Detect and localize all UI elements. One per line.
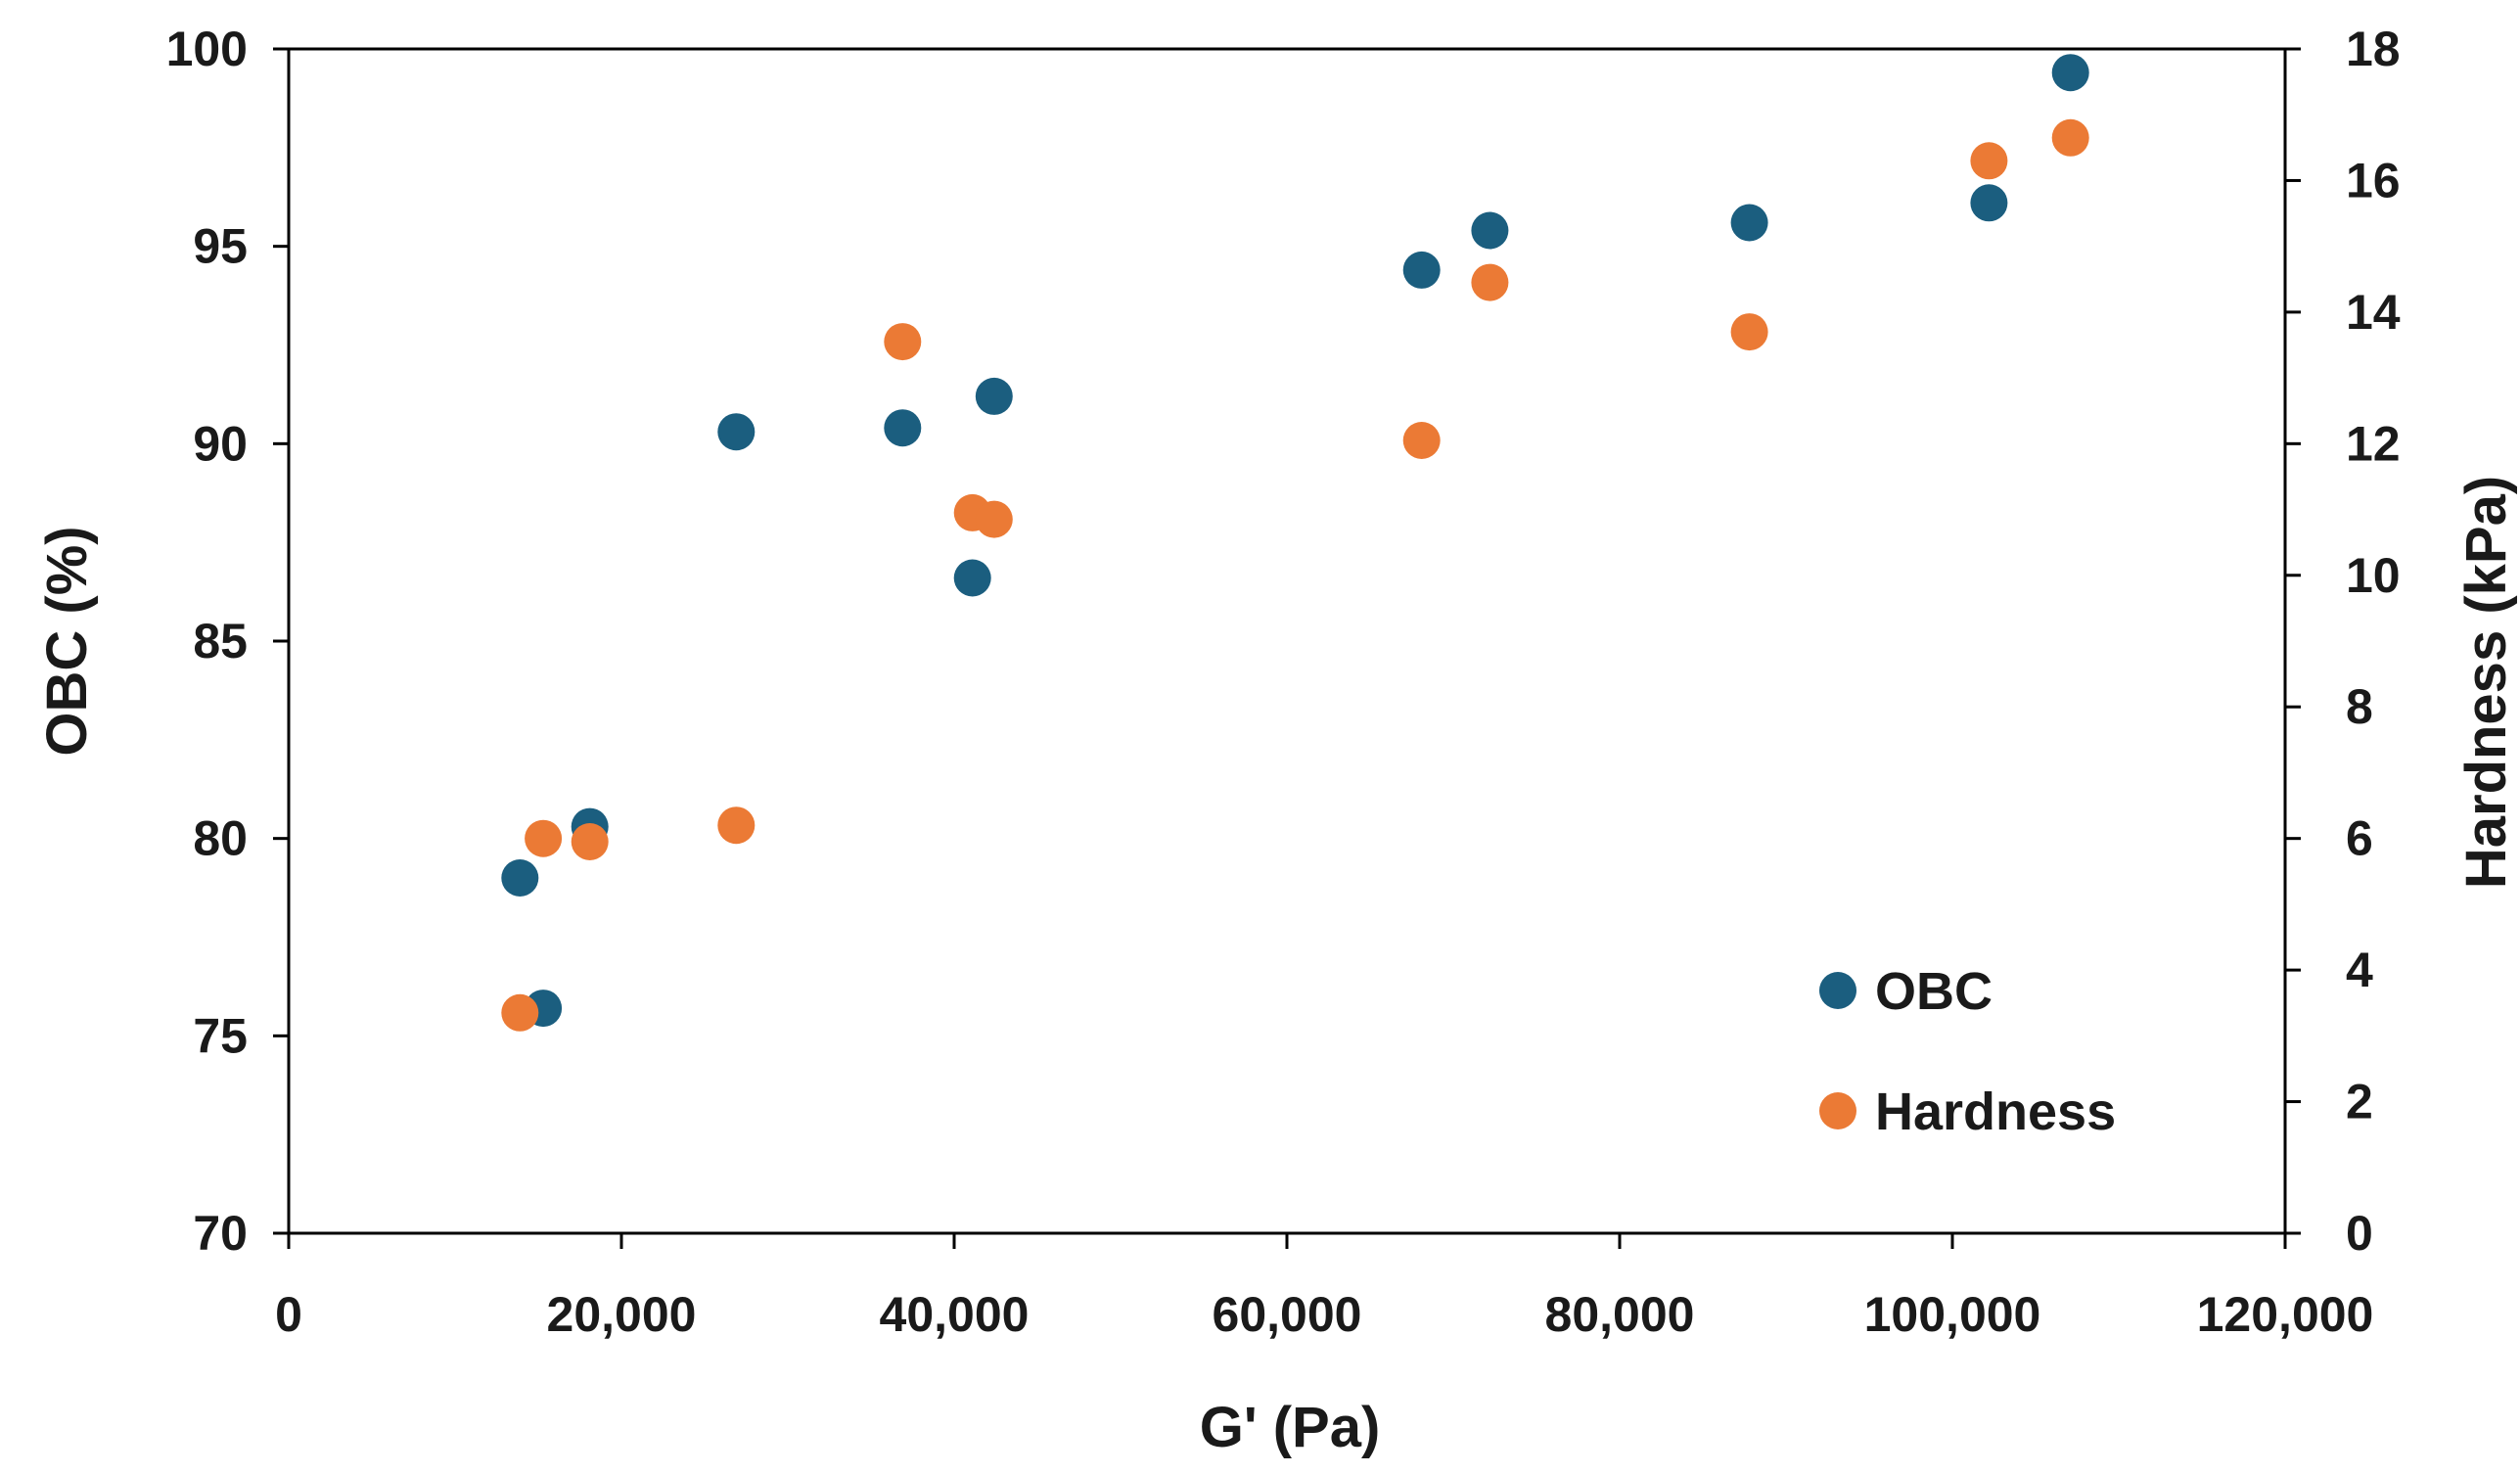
- data-points: [501, 54, 2089, 1032]
- hardness-point: [1970, 142, 2008, 180]
- right-tick-label: 10: [2346, 548, 2401, 603]
- left-tick-label: 100: [166, 22, 248, 76]
- left-tick-label: 95: [193, 219, 248, 274]
- obc-point: [2051, 54, 2089, 92]
- right-tick-label: 6: [2346, 811, 2373, 866]
- axes: [287, 47, 2287, 1235]
- left-axis-ticks: 70 75 80 85 90 95 100: [166, 22, 289, 1261]
- obc-point: [1402, 251, 1441, 289]
- obc-legend-marker: [1819, 972, 1856, 1009]
- left-tick-label: 90: [193, 416, 248, 471]
- x-tick-label: 60,000: [1213, 1287, 1362, 1342]
- obc-point: [1730, 204, 1768, 242]
- y-axis-title: OBC (%): [35, 526, 99, 756]
- hardness-legend-label: Hardness: [1875, 1082, 2116, 1141]
- hardness-point: [2051, 118, 2089, 157]
- left-tick-label: 70: [193, 1206, 248, 1261]
- right-tick-label: 16: [2346, 153, 2401, 207]
- x-tick-label: 100,000: [1864, 1287, 2041, 1342]
- right-tick-label: 4: [2346, 943, 2373, 997]
- hardness-point: [571, 823, 609, 860]
- hardness-point: [1402, 422, 1441, 459]
- obc-point: [884, 409, 922, 447]
- hardness-point: [1730, 313, 1768, 351]
- x-axis-ticks: 0 20,000 40,000 60,000 80,000 100,000 120,000: [275, 1233, 2373, 1342]
- obc-legend-label: OBC: [1875, 962, 1993, 1021]
- x-tick-label: 80,000: [1545, 1287, 1695, 1342]
- right-axis-ticks: 0 2 4 6 8 10 12 14 16 18: [2285, 22, 2401, 1261]
- hardness-point: [501, 993, 539, 1032]
- hardness-point: [975, 500, 1013, 538]
- x-tick-label: 0: [275, 1287, 302, 1342]
- obc-point: [975, 377, 1013, 415]
- x-tick-label: 20,000: [547, 1287, 697, 1342]
- right-tick-label: 8: [2346, 679, 2373, 734]
- left-tick-label: 75: [193, 1008, 248, 1063]
- right-tick-label: 14: [2346, 285, 2401, 340]
- right-tick-label: 18: [2346, 22, 2401, 76]
- obc-point: [1970, 184, 2008, 222]
- obc-point: [1471, 211, 1509, 250]
- hardness-point: [525, 819, 563, 857]
- x-axis-title: G' (Pa): [1200, 1396, 1381, 1459]
- left-tick-label: 80: [193, 811, 248, 866]
- left-tick-label: 85: [193, 614, 248, 668]
- legend: OBC Hardness: [1819, 962, 2116, 1141]
- right-tick-label: 0: [2346, 1206, 2373, 1261]
- y2-axis-title: Hardness (kPa): [2454, 476, 2518, 889]
- obc-point: [501, 859, 539, 897]
- obc-point: [717, 413, 756, 451]
- hardness-legend-marker: [1819, 1092, 1856, 1129]
- x-tick-label: 40,000: [880, 1287, 1030, 1342]
- hardness-point: [1471, 263, 1509, 301]
- right-tick-label: 12: [2346, 416, 2401, 471]
- right-tick-label: 2: [2346, 1075, 2373, 1129]
- obc-point: [953, 559, 991, 597]
- hardness-point: [717, 806, 756, 845]
- x-tick-label: 120,000: [2197, 1287, 2374, 1342]
- hardness-point: [884, 323, 922, 361]
